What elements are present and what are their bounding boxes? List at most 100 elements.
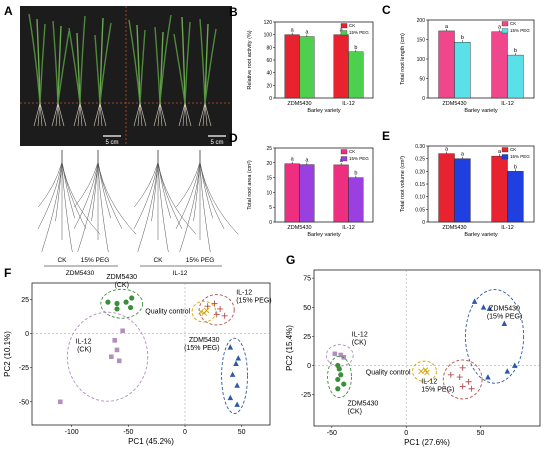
data-point bbox=[227, 344, 234, 350]
data-point bbox=[112, 338, 118, 343]
y-tick-label: 60 bbox=[266, 58, 272, 64]
legend-label: 15% PEG bbox=[510, 154, 530, 159]
root-branch bbox=[157, 161, 169, 253]
root-branch bbox=[199, 161, 211, 253]
y-tick-label: -25 bbox=[301, 392, 311, 399]
bar bbox=[507, 171, 524, 223]
data-point bbox=[501, 320, 508, 326]
root-strand bbox=[55, 102, 59, 127]
root-branch bbox=[61, 161, 87, 230]
root-branch bbox=[97, 161, 123, 230]
root-strand bbox=[204, 102, 208, 127]
y-tick-label: -25 bbox=[19, 365, 29, 372]
group-label: ZDM5430 bbox=[489, 306, 520, 313]
root-branch bbox=[199, 161, 225, 230]
x-axis-label: Barley variety bbox=[464, 108, 498, 114]
group-label-zdm5430: ZDM5430 bbox=[66, 270, 95, 277]
legend-label: CK bbox=[349, 149, 355, 154]
x-tick-label: 50 bbox=[238, 429, 246, 436]
legend-label: 15% PEG bbox=[510, 28, 530, 33]
group-label: IL-12 bbox=[76, 338, 92, 345]
panel-letter: D bbox=[229, 131, 238, 145]
root-strand bbox=[79, 102, 83, 127]
group-label: (CK) bbox=[352, 340, 366, 347]
x-axis-label: PC1 (45.2%) bbox=[128, 437, 174, 446]
y-tick-label: 0.05 bbox=[415, 207, 425, 213]
leaf bbox=[99, 22, 112, 104]
chart-g: G -50 0 50 -25 0 25 50 75 PC1 (27.6%) PC2 (15.4%) Z… bbox=[285, 253, 541, 447]
chart-e: E 0 0.05 0.10 0.15 0.20 0.25 0.30 a a ZDM5430 a b IL-… bbox=[382, 129, 535, 238]
bar bbox=[454, 42, 471, 99]
group-label: IL-12 bbox=[421, 378, 437, 385]
y-tick-label: 0 bbox=[269, 220, 272, 226]
bar bbox=[348, 51, 364, 99]
chart-f: F -100 -50 0 50 -50 -25 0 25 PC1 (45.2%) PC2 (10.1… bbox=[3, 266, 272, 446]
significance-label: a bbox=[291, 28, 295, 34]
root-branch bbox=[97, 161, 137, 235]
legend-swatch bbox=[501, 147, 509, 153]
root-strand bbox=[77, 102, 81, 127]
legend-label: CK bbox=[349, 23, 355, 28]
significance-label: b bbox=[514, 48, 517, 54]
significance-label: a bbox=[445, 24, 449, 30]
group-label: ZDM5430 bbox=[348, 401, 379, 408]
confidence-ellipse bbox=[100, 288, 144, 319]
bar bbox=[491, 155, 508, 223]
root-strand bbox=[182, 102, 186, 127]
data-point bbox=[471, 298, 478, 304]
data-point bbox=[486, 305, 493, 311]
root-strand bbox=[39, 102, 43, 127]
significance-label: a bbox=[445, 147, 449, 153]
bar bbox=[491, 31, 508, 99]
root-scans bbox=[37, 150, 239, 253]
data-point bbox=[485, 374, 491, 380]
root-strand bbox=[198, 102, 206, 127]
data-point bbox=[234, 401, 240, 407]
y-tick-label: 0.30 bbox=[415, 144, 425, 150]
data-point bbox=[480, 304, 487, 310]
data-point bbox=[123, 299, 129, 305]
root-branch bbox=[61, 161, 73, 253]
root-branch bbox=[73, 161, 99, 230]
y-tick-label: 75 bbox=[303, 276, 311, 283]
data-point bbox=[338, 372, 344, 378]
data-point bbox=[468, 385, 475, 392]
y-tick-label: 0 bbox=[422, 220, 425, 226]
x-tick-label: ZDM5430 bbox=[287, 101, 311, 107]
data-point bbox=[128, 304, 134, 311]
significance-label: a bbox=[305, 158, 309, 164]
root-branch bbox=[193, 161, 201, 222]
root-strand bbox=[139, 102, 147, 127]
data-point bbox=[116, 358, 122, 364]
root-strand bbox=[137, 102, 141, 127]
root-strand bbox=[139, 102, 143, 127]
y-tick-label: 50 bbox=[303, 305, 311, 312]
y-tick-label: 25 bbox=[266, 146, 272, 152]
group-label: 15% PEG) bbox=[421, 386, 454, 393]
root-strand bbox=[153, 102, 161, 127]
data-point bbox=[211, 300, 218, 307]
significance-label: a bbox=[305, 30, 309, 36]
data-point bbox=[109, 354, 114, 360]
data-point bbox=[217, 305, 224, 312]
leaf bbox=[79, 15, 86, 104]
leaf bbox=[184, 21, 191, 104]
root-strand bbox=[57, 102, 65, 127]
leaf bbox=[57, 25, 62, 104]
group-label: (CK) bbox=[115, 282, 129, 289]
y-tick-label: 0 bbox=[422, 96, 425, 102]
y-tick-label: 5 bbox=[269, 205, 272, 211]
bar bbox=[284, 163, 300, 223]
y-axis-label: Total root length (cm) bbox=[400, 33, 406, 85]
legend-swatch bbox=[501, 154, 509, 160]
root-strand bbox=[93, 102, 101, 127]
root-strand bbox=[79, 102, 87, 127]
condition-label-4: 15% PEG bbox=[186, 257, 215, 264]
root-strand bbox=[57, 102, 61, 127]
root-strand bbox=[99, 102, 107, 127]
panel-letter: F bbox=[4, 266, 11, 280]
data-point bbox=[447, 371, 454, 378]
legend-label: CK bbox=[510, 21, 516, 26]
